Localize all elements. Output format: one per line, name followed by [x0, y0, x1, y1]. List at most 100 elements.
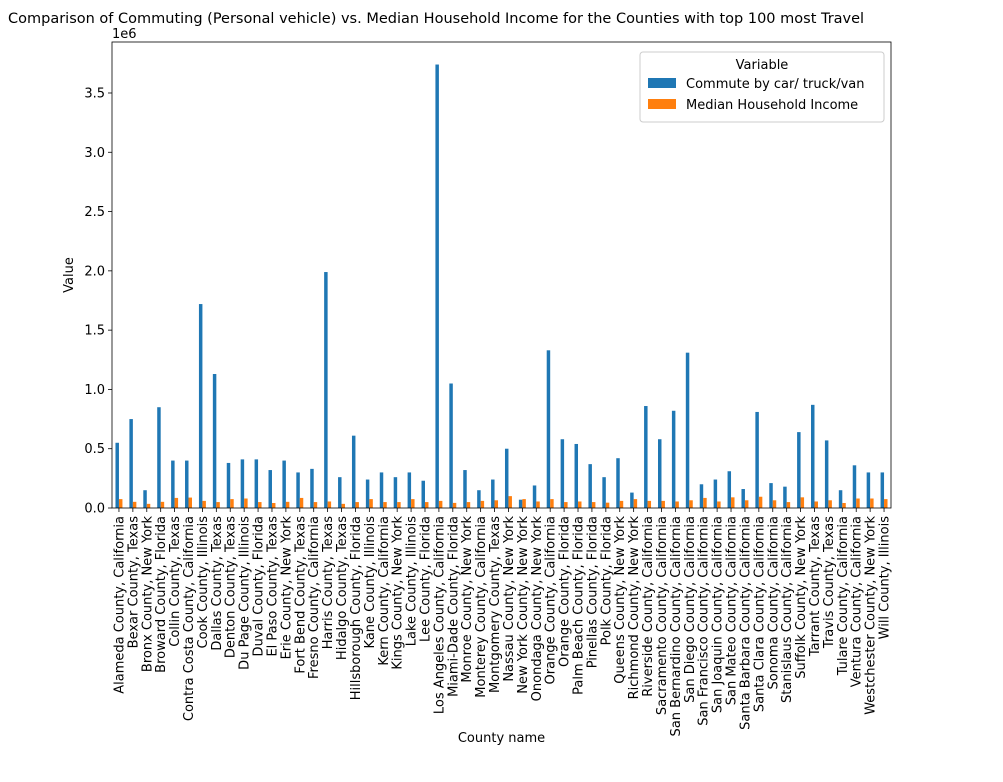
bar-income	[355, 502, 359, 508]
bar-income	[188, 497, 192, 508]
bar-income	[216, 502, 220, 508]
bar-income	[244, 498, 248, 508]
bar-commute	[212, 374, 217, 508]
y-axis: 0.0 0.5 1.0 1.5 2.0 2.5 3.0 3.5	[84, 86, 112, 517]
bar-commute	[351, 435, 356, 508]
bar-commute	[171, 460, 175, 508]
bar-commute	[685, 352, 690, 508]
x-tick-label: Du Page County, Illinois	[238, 516, 253, 670]
legend-label-commute: Commute by car/ truck/van	[686, 77, 865, 92]
bar-income	[661, 500, 665, 508]
bar-commute	[838, 490, 843, 508]
bar-income	[758, 496, 763, 508]
bar-commute	[198, 304, 203, 508]
bar-commute	[143, 490, 147, 508]
x-tick-label: Montgomery County, Texas	[488, 516, 503, 693]
bar-income	[271, 503, 276, 508]
y-tick-label: 2.5	[84, 205, 105, 220]
bar-income	[424, 502, 429, 508]
bar-income	[202, 500, 206, 508]
bar-income	[118, 499, 123, 508]
legend-swatch-commute	[648, 78, 676, 88]
bar-income	[675, 501, 679, 508]
bar-income	[800, 497, 805, 508]
x-tick-label: Suffolk County, New York	[794, 516, 809, 679]
x-tick-label: Cook County, Illinois	[196, 516, 211, 649]
x-tick-label: Erie County, New York	[279, 516, 294, 660]
bar-commute	[852, 465, 857, 508]
x-tick-label: Collin County, Texas	[168, 516, 183, 647]
bar-income	[383, 502, 387, 508]
x-tick-label: Hillsborough County, Florida	[349, 516, 364, 700]
bar-commute	[532, 485, 537, 508]
x-tick-label: El Paso County, Texas	[265, 516, 280, 657]
bar-commute	[365, 479, 370, 508]
x-tick-label: Kings County, New York	[391, 516, 406, 670]
x-tick-label: San Bernardino County, California	[669, 516, 684, 736]
plot-frame	[111, 41, 892, 509]
bar-commute	[755, 411, 759, 508]
bar-income	[703, 497, 707, 508]
bar-commute	[240, 459, 245, 508]
x-tick-label: Contra Costa County, California	[182, 516, 197, 721]
bar-commute	[435, 64, 439, 508]
y-tick-label: 0.0	[84, 502, 105, 517]
bar-commute	[504, 448, 509, 508]
bar-commute	[560, 439, 565, 508]
legend: Variable Commute by car/ truck/van Media…	[639, 51, 885, 123]
bar-commute	[477, 490, 481, 508]
bar-income	[814, 501, 818, 508]
bar-income	[132, 501, 137, 508]
x-tick-label: Tarrant County, Texas	[808, 516, 823, 657]
y-tick-label: 3.5	[84, 86, 105, 101]
x-tick-label: Bronx County, New York	[140, 516, 155, 673]
bar-income	[564, 502, 568, 508]
bar-income	[619, 500, 624, 508]
bar-commute	[588, 464, 592, 508]
bar-commute	[699, 484, 704, 508]
bar-income	[313, 502, 318, 508]
x-axis-label: County name	[458, 731, 545, 746]
x-tick-label: Kane County, Illinois	[363, 516, 378, 649]
x-tick-label: Queens County, New York	[613, 516, 628, 684]
bar-income	[578, 501, 582, 508]
x-tick-label: Bexar County, Texas	[126, 516, 141, 649]
bar-commute	[783, 486, 787, 508]
x-tick-label: Onondaga County, New York	[530, 516, 545, 702]
x-tick-label: Fort Bend County, Texas	[293, 516, 308, 674]
x-tick-label: Monterey County, California	[474, 516, 489, 698]
bar-income	[258, 502, 262, 508]
bar-income	[522, 499, 526, 508]
bar-commute	[797, 432, 801, 508]
x-tick-label: Los Angeles County, California	[432, 516, 447, 714]
x-tick-label: Polk County, Florida	[599, 516, 614, 645]
bar-income	[842, 503, 846, 508]
bar-commute	[546, 350, 551, 508]
legend-title: Variable	[736, 58, 789, 73]
bar-commute	[421, 480, 425, 508]
bar-income	[369, 499, 373, 508]
x-tick-label: Santa Barbara County, California	[738, 516, 753, 730]
bar-income	[160, 501, 165, 508]
x-tick-label: Ventura County, California	[850, 516, 865, 687]
bar-income	[591, 502, 596, 508]
bar-income	[605, 502, 610, 508]
x-tick-label: San Joaquin County, California	[711, 516, 726, 713]
bar-commute	[296, 472, 300, 508]
bar-commute	[630, 492, 634, 508]
bar-income	[550, 499, 554, 508]
x-tick-label: Dallas County, Texas	[210, 516, 225, 651]
x-tick-label: Denton County, Texas	[224, 516, 239, 658]
bar-income	[717, 501, 721, 508]
bar-income	[647, 500, 652, 508]
x-tick-label: Alameda County, California	[112, 516, 127, 694]
x-tick-label: Santa Clara County, California	[752, 516, 767, 712]
bar-income	[411, 499, 415, 508]
bar-commute	[338, 477, 342, 508]
bar-commute	[129, 419, 133, 508]
bar-income	[327, 501, 332, 508]
x-tick-label: Will County, Illinois	[878, 516, 893, 640]
bar-income	[230, 499, 234, 508]
bar-commute	[811, 404, 815, 508]
